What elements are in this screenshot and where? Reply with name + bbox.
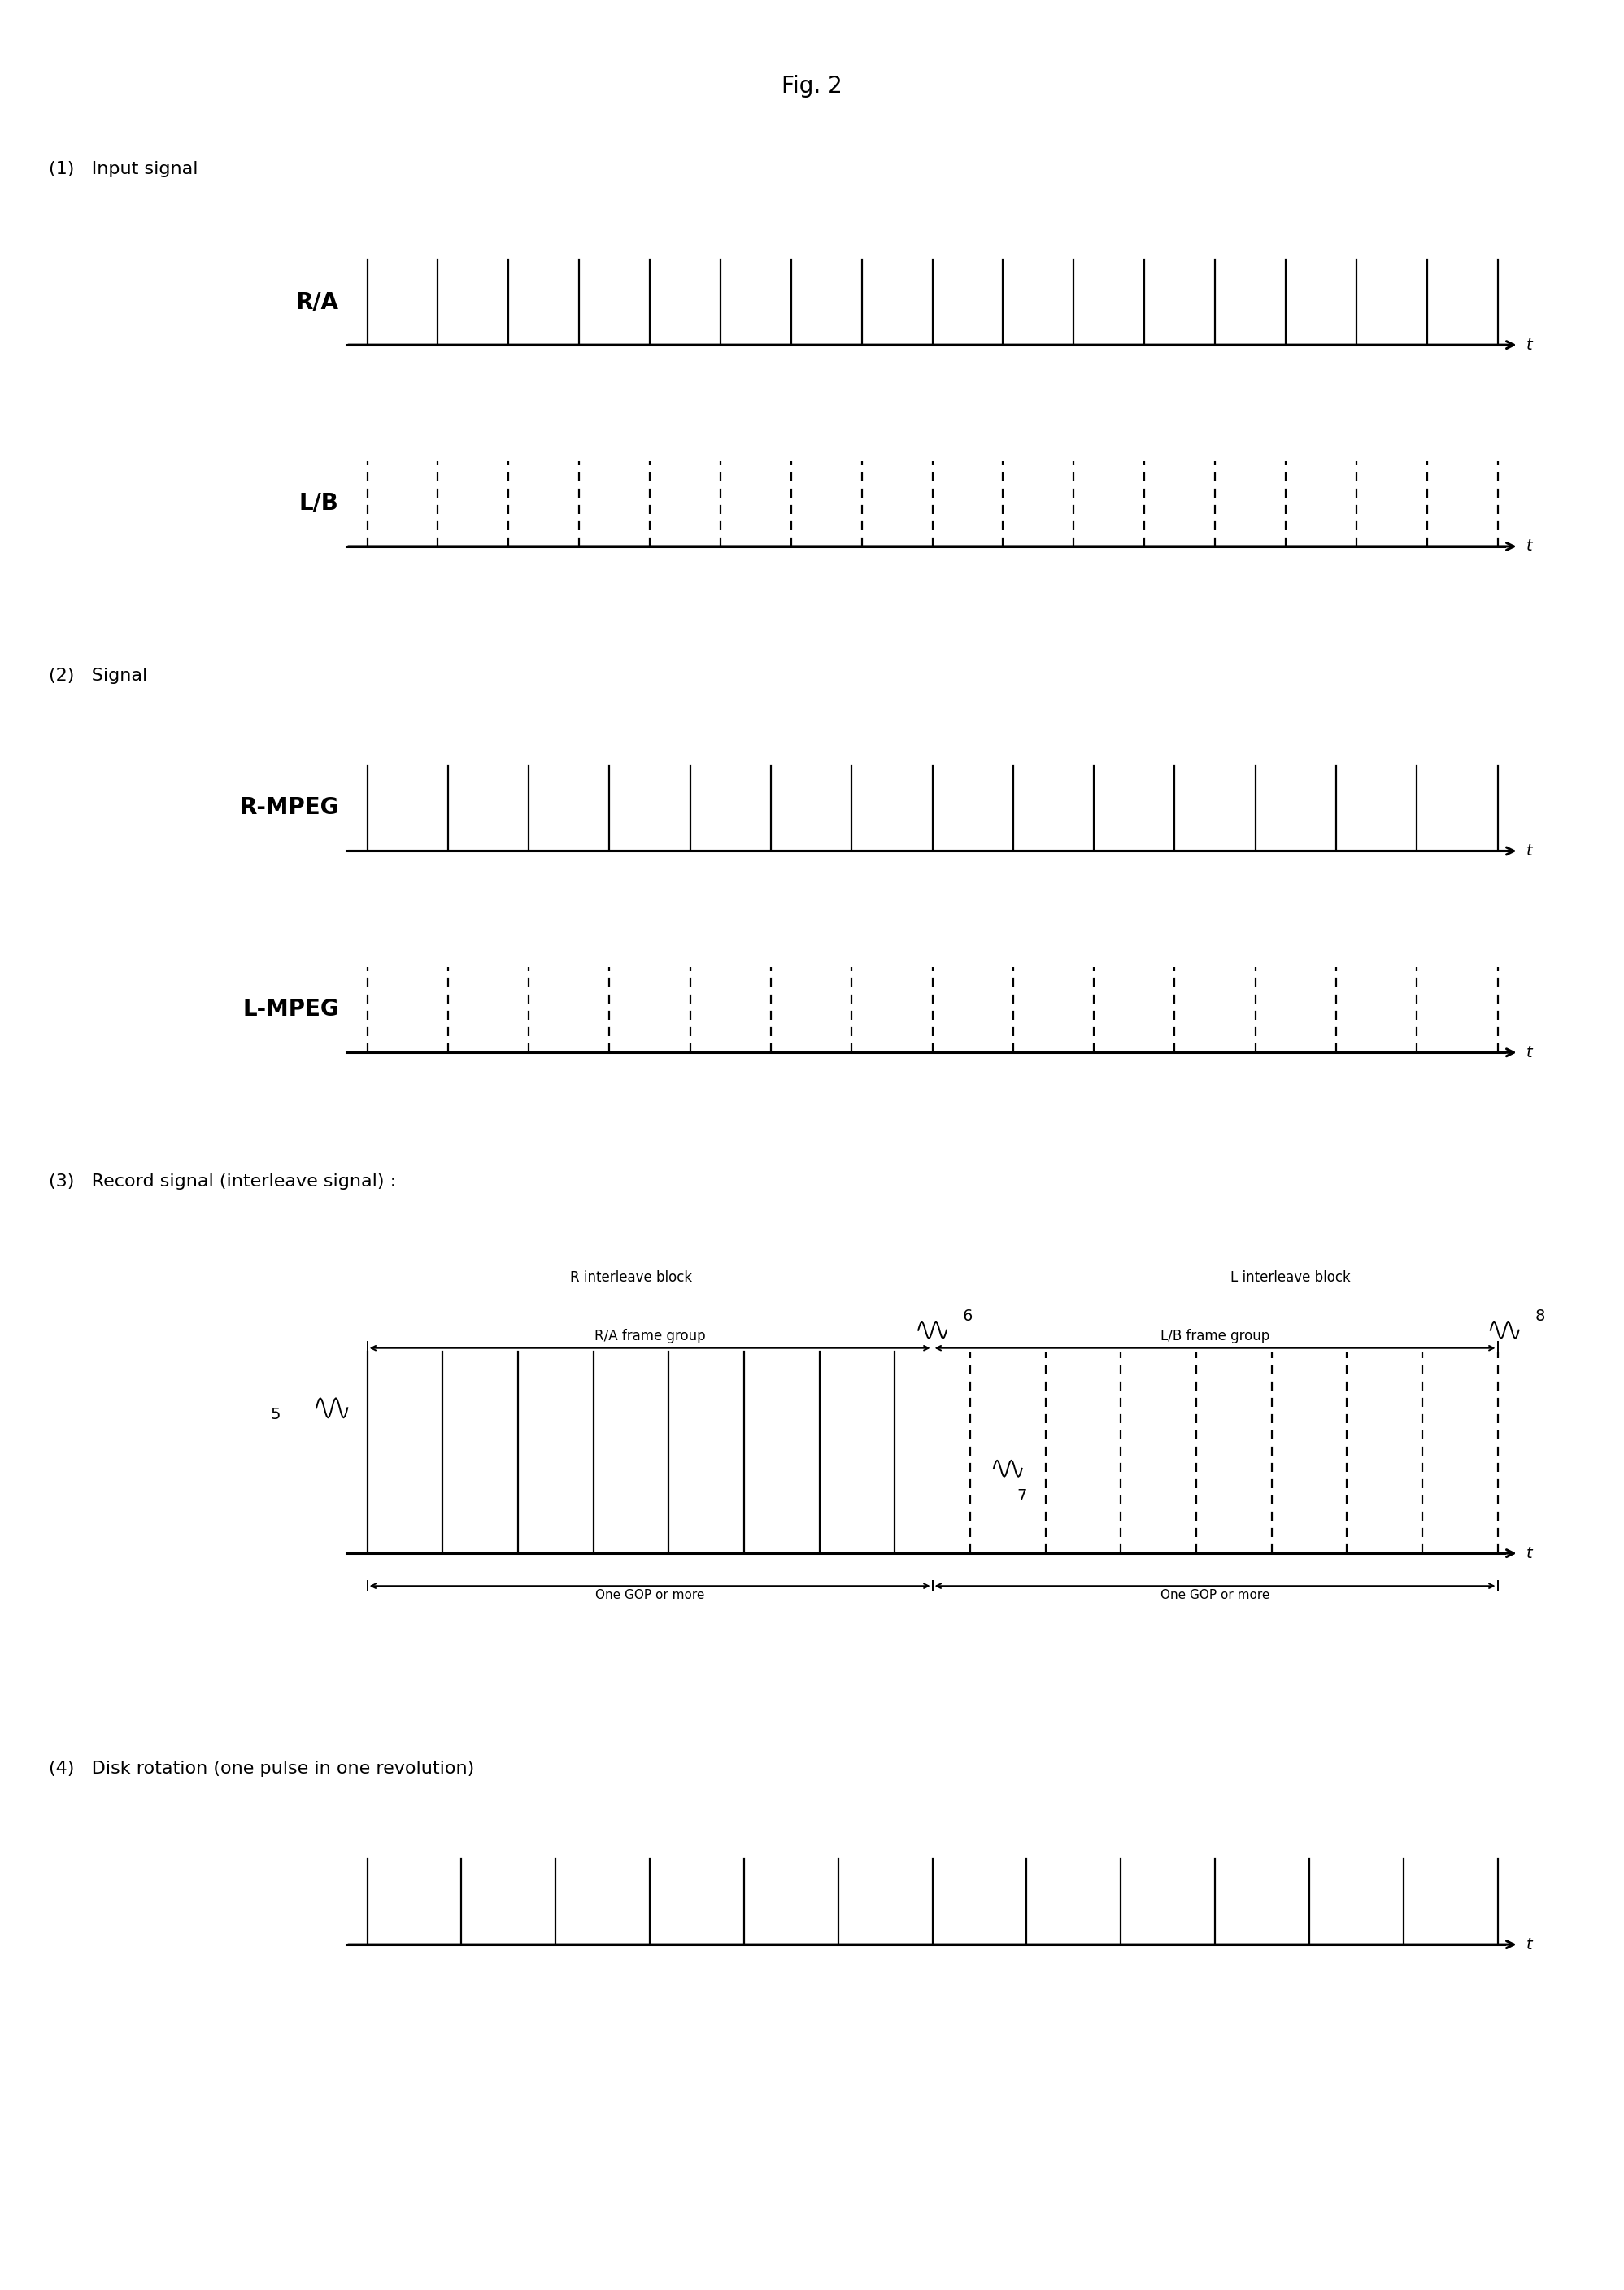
Text: 5: 5 bbox=[270, 1406, 281, 1422]
Text: (2)   Signal: (2) Signal bbox=[49, 666, 148, 685]
Text: t: t bbox=[1527, 1937, 1531, 1951]
Text: L interleave block: L interleave block bbox=[1231, 1271, 1351, 1285]
Text: t: t bbox=[1527, 843, 1531, 859]
Text: (1)   Input signal: (1) Input signal bbox=[49, 160, 198, 179]
Text: (3)   Record signal (interleave signal) :: (3) Record signal (interleave signal) : bbox=[49, 1172, 396, 1191]
Text: t: t bbox=[1527, 1044, 1531, 1060]
Text: 7: 7 bbox=[1017, 1488, 1026, 1505]
Text: L/B: L/B bbox=[299, 492, 339, 515]
Text: t: t bbox=[1527, 1546, 1531, 1562]
Text: t: t bbox=[1527, 538, 1531, 554]
Text: R/A: R/A bbox=[296, 291, 339, 314]
Text: t: t bbox=[1527, 337, 1531, 353]
Text: L-MPEG: L-MPEG bbox=[242, 998, 339, 1021]
Text: R interleave block: R interleave block bbox=[570, 1271, 692, 1285]
Text: 8: 8 bbox=[1535, 1308, 1544, 1324]
Text: One GOP or more: One GOP or more bbox=[596, 1589, 705, 1601]
Text: 6: 6 bbox=[963, 1308, 973, 1324]
Text: Fig. 2: Fig. 2 bbox=[781, 76, 843, 96]
Text: R/A frame group: R/A frame group bbox=[594, 1328, 705, 1344]
Text: One GOP or more: One GOP or more bbox=[1161, 1589, 1270, 1601]
Text: R-MPEG: R-MPEG bbox=[239, 797, 339, 820]
Text: L/B frame group: L/B frame group bbox=[1161, 1328, 1270, 1344]
Text: (4)   Disk rotation (one pulse in one revolution): (4) Disk rotation (one pulse in one revo… bbox=[49, 1761, 474, 1777]
